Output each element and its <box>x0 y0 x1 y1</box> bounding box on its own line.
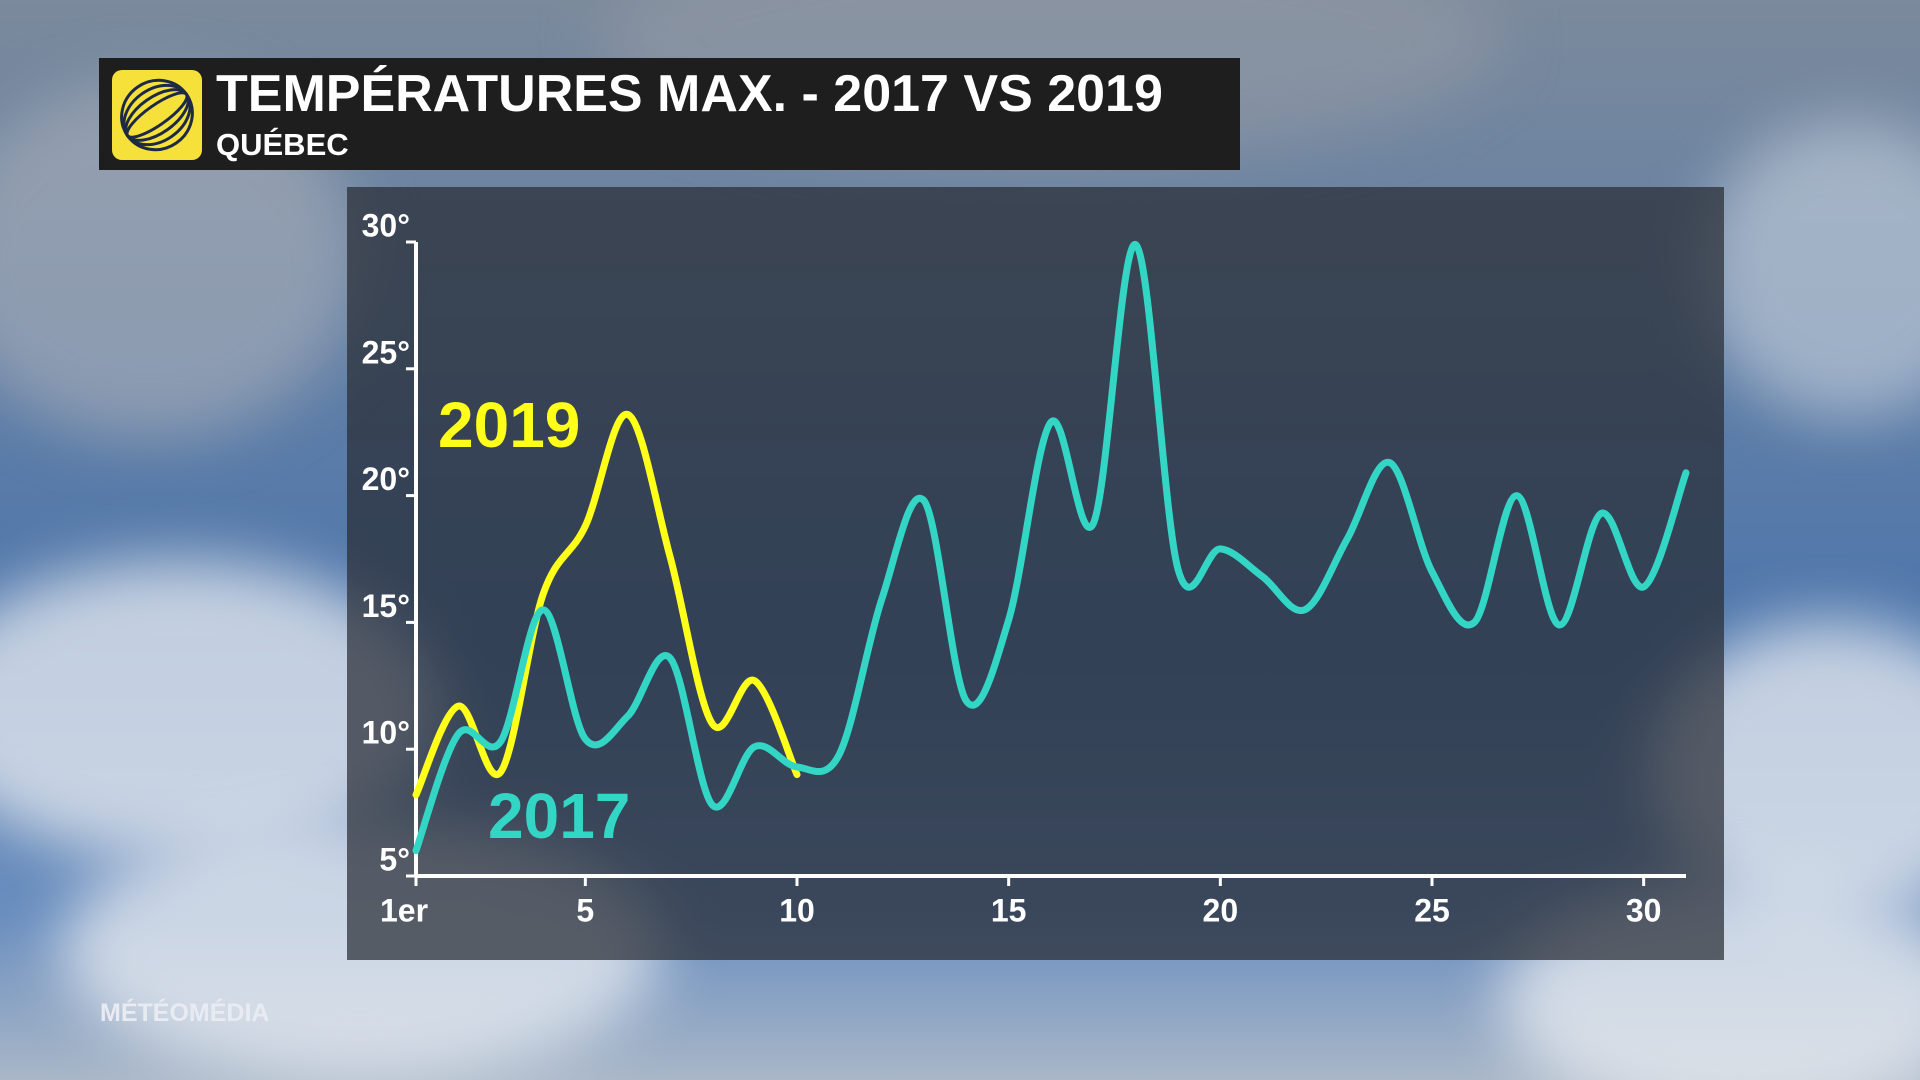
brand: MÉTÉOMÉDIA <box>100 998 269 1027</box>
series-label: 2019 <box>438 389 580 461</box>
x-tick-label: 20 <box>1203 892 1239 928</box>
x-tick-label: 15 <box>991 892 1027 928</box>
y-tick-label: 30° <box>362 207 410 243</box>
x-tick-label: 5 <box>576 892 594 928</box>
chart-subtitle: QUÉBEC <box>216 127 349 162</box>
x-tick-label: 30 <box>1626 892 1662 928</box>
x-tick-label: 1er <box>380 892 428 928</box>
series-line <box>412 410 801 799</box>
chart-title: TEMPÉRATURES MAX. - 2017 VS 2019 <box>216 65 1163 123</box>
x-tick-label: 25 <box>1414 892 1450 928</box>
y-tick-label: 25° <box>362 334 410 370</box>
series-line <box>412 241 1690 855</box>
title-bar <box>99 58 1240 170</box>
x-tick-label: 10 <box>779 892 815 928</box>
y-tick-label: 5° <box>379 841 410 877</box>
series-label: 2017 <box>488 780 630 852</box>
y-tick-label: 20° <box>362 461 410 497</box>
y-tick-label: 15° <box>362 588 410 624</box>
y-tick-label: 10° <box>362 715 410 751</box>
logo <box>112 70 202 160</box>
